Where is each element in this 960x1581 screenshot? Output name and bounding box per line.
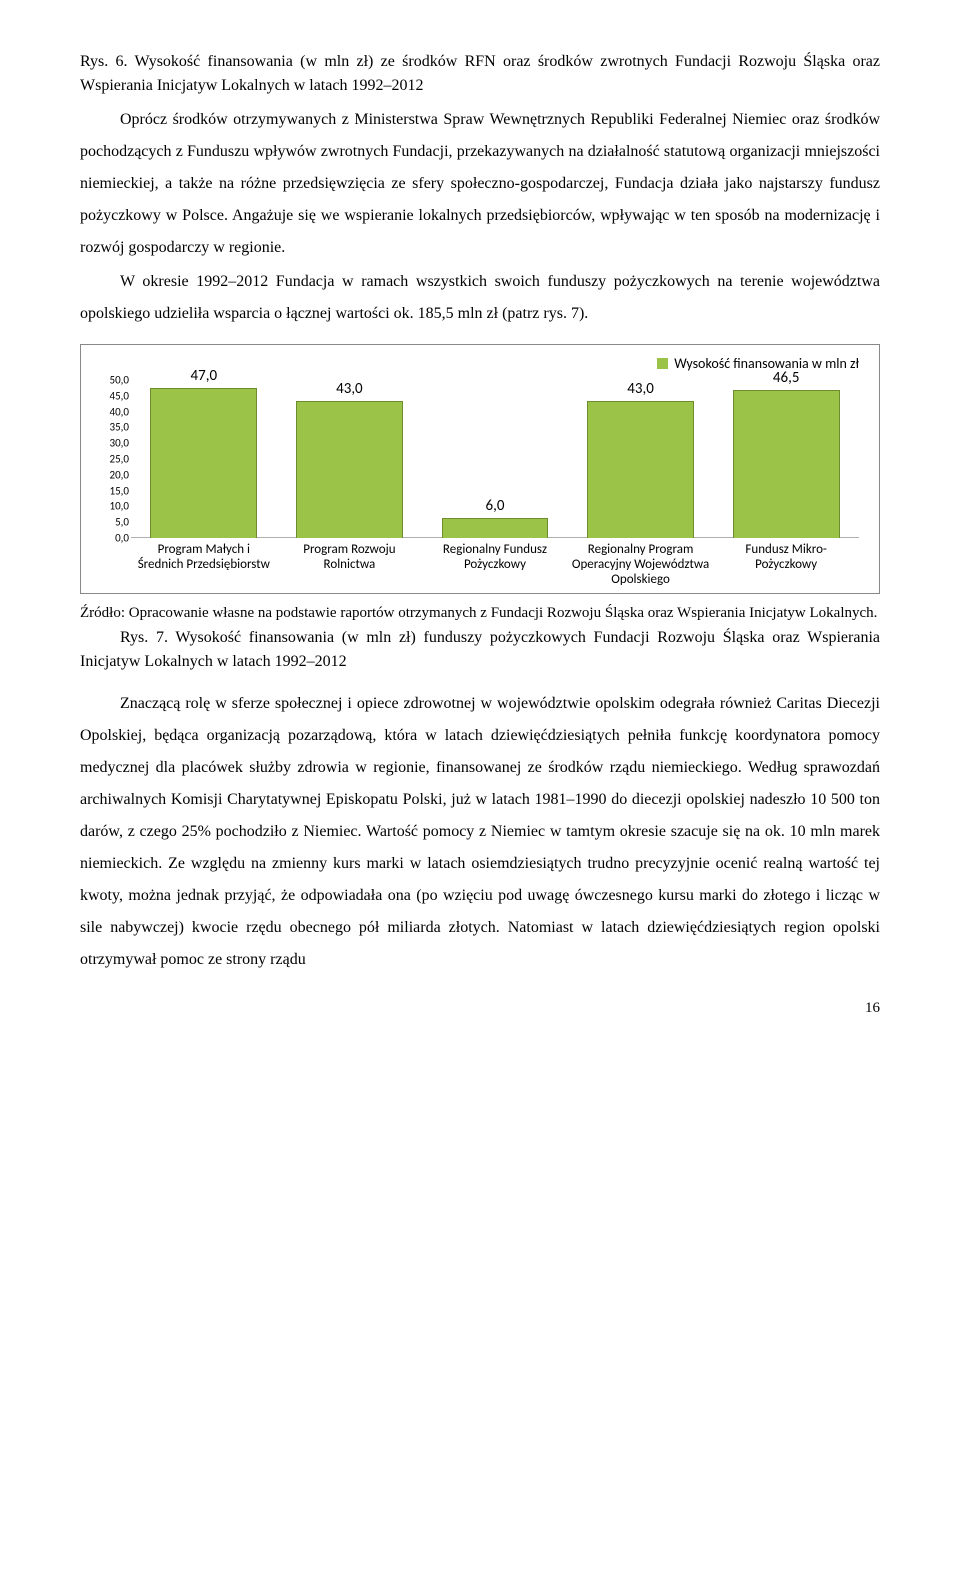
bar-value-label: 43,0 [568,380,714,398]
x-axis-label: Fundusz Mikro-Pożyczkowy [713,543,859,588]
y-tick: 35,0 [110,422,129,433]
bar-rect [296,401,403,538]
y-tick: 25,0 [110,454,129,465]
y-tick: 0,0 [115,533,129,544]
chart-fig7: Wysokość finansowania w mln zł 0,05,010,… [80,344,880,594]
bar-rect [587,401,694,538]
bar-rect [733,390,840,538]
x-axis-label: Program Małych i Średnich Przedsiębiorst… [131,543,277,588]
bar-slot: 43,0 [277,380,423,538]
y-tick: 45,0 [110,390,129,401]
bar-rect [442,518,549,538]
para-1992-2012: W okresie 1992–2012 Fundacja w ramach ws… [80,266,880,330]
x-axis-labels: Program Małych i Średnich Przedsiębiorst… [131,543,859,588]
page: Rys. 6. Wysokość finansowania (w mln zł)… [0,0,960,1057]
bar-value-label: 43,0 [277,380,423,398]
bars-container: 47,043,06,043,046,5 [131,380,859,538]
legend-swatch-icon [657,358,668,369]
bar-value-label: 47,0 [131,367,277,385]
y-tick: 15,0 [110,485,129,496]
fig7-caption: Rys. 7. Wysokość finansowania (w mln zł)… [80,626,880,674]
y-axis: 0,05,010,015,020,025,030,035,040,045,050… [89,380,129,538]
source-note: Źródło: Opracowanie własne na podstawie … [80,604,880,624]
bar-value-label: 46,5 [713,369,859,387]
y-tick: 5,0 [115,517,129,528]
intro-paragraph: Oprócz środków otrzymywanych z Ministers… [80,104,880,264]
y-tick: 10,0 [110,501,129,512]
y-tick: 30,0 [110,438,129,449]
fig6-caption: Rys. 6. Wysokość finansowania (w mln zł)… [80,50,880,98]
bar-slot: 43,0 [568,380,714,538]
bar-rect [150,388,257,538]
bar-slot: 46,5 [713,380,859,538]
bar-slot: 6,0 [422,380,568,538]
y-tick: 20,0 [110,469,129,480]
plot-area: 47,043,06,043,046,5 [131,380,859,538]
y-tick: 40,0 [110,406,129,417]
y-tick: 50,0 [110,375,129,386]
x-axis-label: Program Rozwoju Rolnictwa [277,543,423,588]
bar-value-label: 6,0 [422,497,568,515]
x-axis-label: Regionalny Program Operacyjny Województw… [568,543,714,588]
bar-slot: 47,0 [131,380,277,538]
page-number: 16 [80,1000,880,1017]
para-caritas: Znaczącą rolę w sferze społecznej i opie… [80,688,880,976]
x-axis-label: Regionalny Fundusz Pożyczkowy [422,543,568,588]
